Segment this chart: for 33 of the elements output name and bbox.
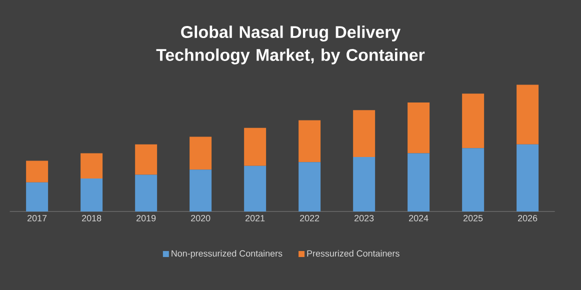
x-tick-label: 2021: [246, 214, 265, 222]
bar: [516, 144, 539, 212]
bar: [190, 170, 212, 212]
bar: [298, 162, 321, 212]
bar: [80, 153, 103, 179]
bar: [244, 166, 266, 212]
bar: [462, 148, 484, 212]
x-tick-label: 2020: [191, 214, 210, 222]
x-tick-label: 2026: [518, 214, 538, 222]
legend-label: Pressurized Containers: [307, 250, 400, 257]
bar: [80, 178, 103, 212]
x-tick-label: 2018: [82, 214, 102, 222]
bar: [135, 174, 158, 212]
chart-title: Global Nasal Drug Delivery Technology Market, by Container: [156, 26, 425, 64]
x-tick-label: 2017: [28, 214, 47, 222]
legend-label: Non-pressurized Containers: [172, 250, 282, 258]
bar: [298, 120, 321, 162]
x-tick-label: 2025: [464, 214, 483, 222]
bar: [353, 157, 376, 212]
x-tick-label: 2022: [300, 214, 320, 222]
bar: [190, 136, 212, 170]
bar: [26, 182, 48, 212]
x-tick-label: 2023: [354, 214, 374, 222]
bar: [244, 128, 266, 166]
bar: [462, 94, 484, 148]
bar: [516, 84, 539, 144]
bar: [408, 102, 430, 154]
bar: [135, 144, 158, 175]
x-tick-label: 2019: [136, 214, 156, 222]
bar: [353, 110, 376, 157]
bar: [408, 153, 430, 212]
x-tick-label: 2024: [409, 214, 428, 222]
bar: [26, 160, 48, 182]
